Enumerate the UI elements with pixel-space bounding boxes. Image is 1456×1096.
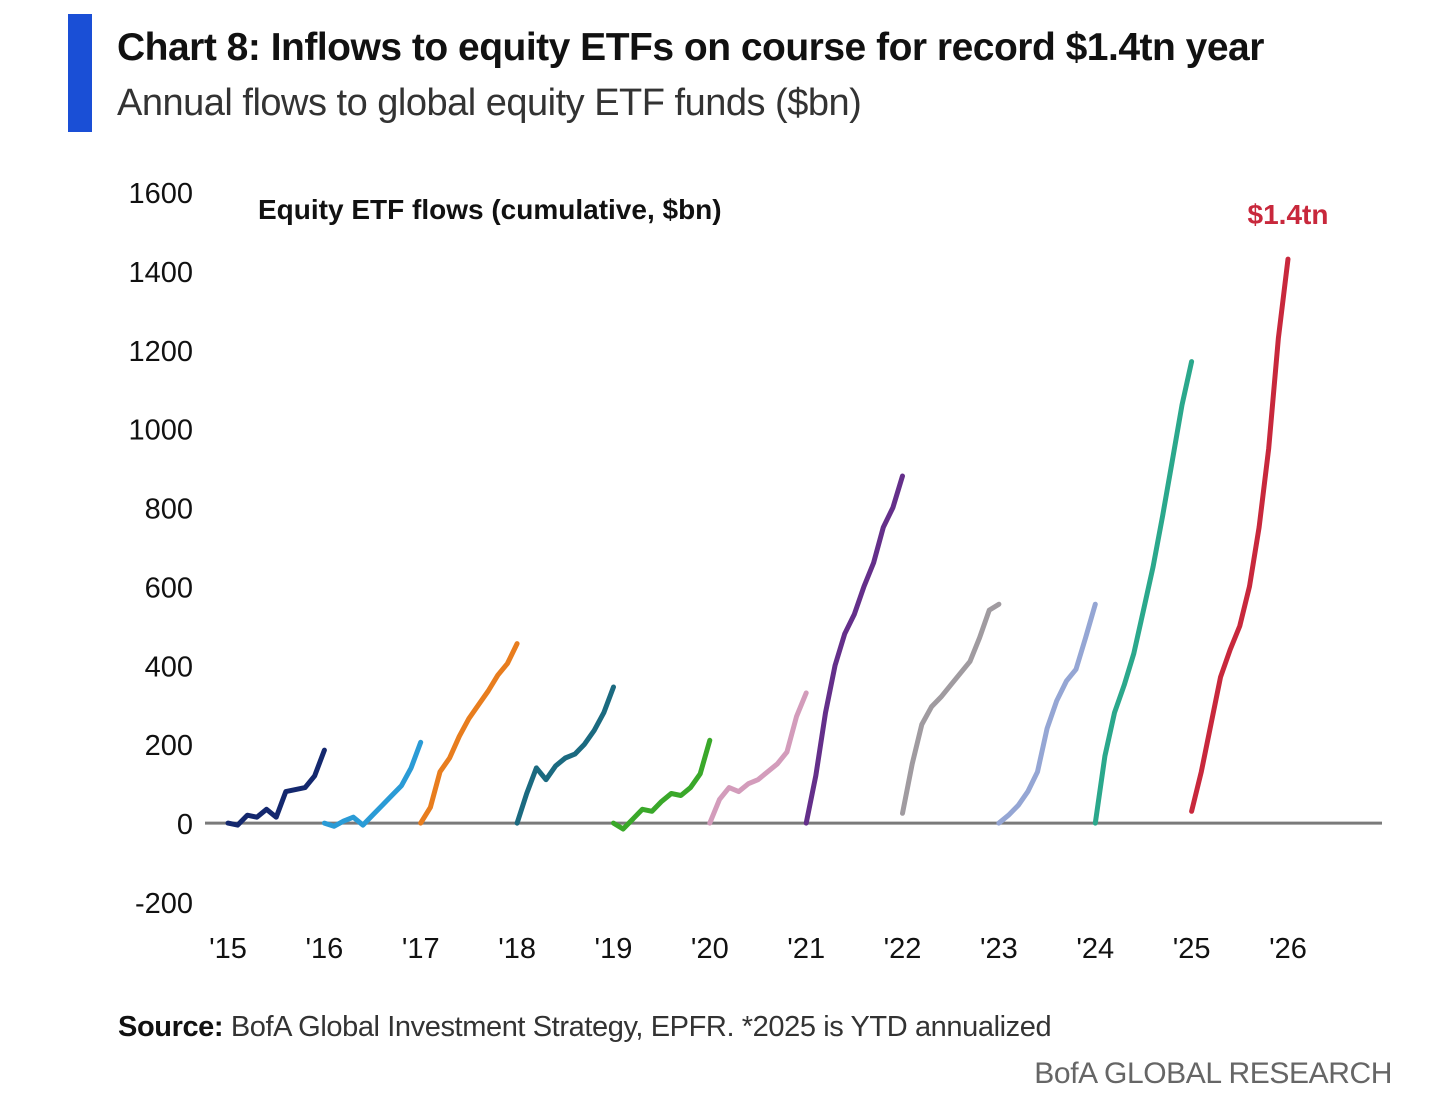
y-tick-label: 1200: [128, 336, 193, 368]
x-tick-label: '21: [787, 933, 825, 965]
series-line-2019: [611, 737, 713, 832]
y-tick-label: 800: [145, 494, 193, 526]
x-tick-label: '16: [305, 933, 343, 965]
y-tick-label: 600: [145, 572, 193, 604]
x-tick-label: '20: [691, 933, 729, 965]
y-tick-label: 400: [145, 651, 193, 683]
inner-chart-label: Equity ETF flows (cumulative, $bn): [258, 194, 722, 225]
series-line-2017: [418, 641, 520, 826]
x-tick-label: '17: [402, 933, 440, 965]
series-line-2025: [1189, 256, 1291, 814]
series-line-2021: [803, 473, 905, 826]
y-tick-label: 200: [145, 730, 193, 762]
series-line-2022: [900, 601, 1002, 816]
source-text: BofA Global Investment Strategy, EPFR. *…: [223, 1011, 1052, 1043]
y-tick-label: 1400: [128, 257, 193, 289]
x-tick-label: '26: [1269, 933, 1307, 965]
chart-title: Chart 8: Inflows to equity ETFs on cours…: [117, 26, 1264, 69]
y-tick-label: 1000: [128, 415, 193, 447]
x-tick-label: '25: [1173, 933, 1211, 965]
x-tick-label: '18: [498, 933, 536, 965]
series-line-2023: [996, 601, 1098, 826]
x-tick-label: '19: [595, 933, 633, 965]
brand-label: BofA GLOBAL RESEARCH: [1034, 1057, 1392, 1090]
source-note: Source: BofA Global Investment Strategy,…: [118, 1011, 1052, 1044]
annotation-label: $1.4tn: [1248, 199, 1329, 230]
line-chart: -200 0 200 400 600 800 1000 1200 1400 1600 '15 '16 '…: [128, 178, 1382, 965]
series-line-2018: [514, 684, 616, 826]
y-tick-label: 0: [177, 809, 193, 841]
x-tick-label: '24: [1076, 933, 1114, 965]
x-tick-label: '22: [884, 933, 922, 965]
series-line-2015: [225, 747, 327, 828]
series-line-2024: [1092, 359, 1195, 826]
x-tick-label: '15: [209, 933, 247, 965]
accent-bar: [68, 14, 92, 132]
x-tick-label: '23: [980, 933, 1018, 965]
y-tick-label: -200: [135, 888, 193, 920]
source-label: Source:: [118, 1011, 224, 1043]
chart-subtitle: Annual flows to global equity ETF funds …: [117, 82, 862, 124]
series-line-2020: [707, 690, 809, 826]
series-line-2016: [321, 739, 424, 829]
y-tick-label: 1600: [128, 178, 193, 210]
